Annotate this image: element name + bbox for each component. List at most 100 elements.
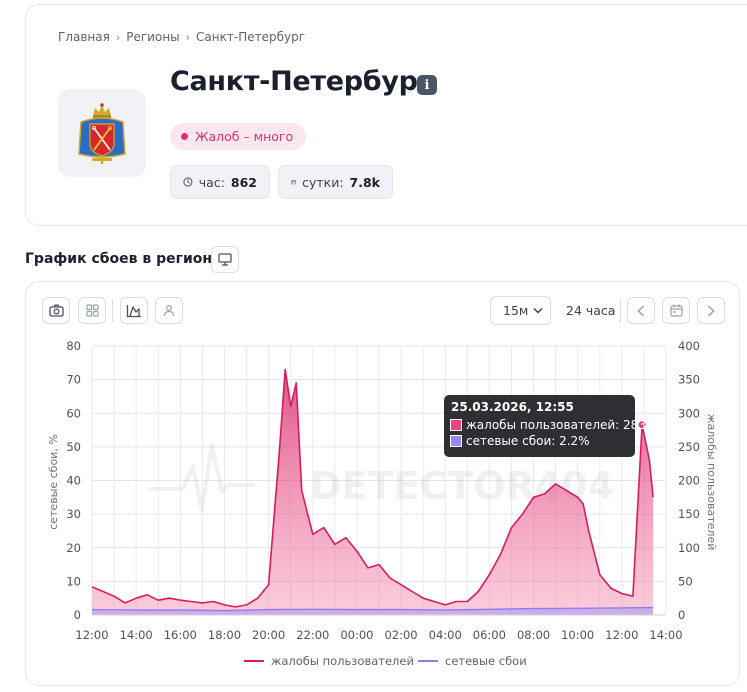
screenshot-button[interactable] bbox=[42, 297, 70, 324]
x-tick: 12:00 bbox=[605, 628, 638, 642]
x-tick: 10:00 bbox=[561, 628, 594, 642]
y-right-tick: 400 bbox=[678, 339, 700, 353]
y-right-label: жалобы пользователей bbox=[705, 414, 718, 551]
user-button[interactable] bbox=[155, 297, 183, 324]
status-dot bbox=[181, 133, 188, 140]
chart-axes: 0 0 10 50 20 100 30 150 40 200 50 250 60 300 70 350 80 40… bbox=[66, 339, 700, 642]
legend-outages-label: сетевые сбои bbox=[445, 654, 527, 668]
stat-day-label: сутки: bbox=[302, 174, 344, 190]
legend-line bbox=[244, 660, 264, 662]
toolbar-divider bbox=[112, 299, 113, 322]
area-chart-button[interactable] bbox=[120, 297, 148, 324]
calendar-icon bbox=[669, 304, 683, 317]
x-tick: 22:00 bbox=[296, 628, 329, 642]
breadcrumb-home[interactable]: Главная bbox=[58, 30, 110, 44]
y-left-tick: 50 bbox=[66, 440, 81, 454]
stat-hour: час: 862 bbox=[170, 165, 270, 199]
tooltip-row-outages: сетевые сбои: 2.2% bbox=[450, 433, 629, 449]
region-emblem bbox=[58, 89, 146, 177]
complaints-area bbox=[92, 369, 654, 615]
x-tick: 20:00 bbox=[252, 628, 285, 642]
complaints-line bbox=[91, 368, 654, 608]
x-tick: 14:00 bbox=[120, 628, 153, 642]
tooltip-outages: сетевые сбои: 2.2% bbox=[466, 434, 590, 448]
next-period-button[interactable] bbox=[697, 297, 725, 324]
grid-button[interactable] bbox=[78, 297, 106, 324]
y-right-tick: 150 bbox=[678, 507, 700, 521]
camera-icon bbox=[48, 304, 64, 317]
calendar-icon bbox=[291, 179, 296, 185]
stat-day-value: 7.8k bbox=[349, 174, 380, 190]
breadcrumb-separator: › bbox=[185, 30, 191, 44]
monitor-icon bbox=[218, 253, 232, 266]
chart-series bbox=[91, 368, 654, 615]
y-left-tick: 70 bbox=[66, 373, 81, 387]
chevron-left-icon bbox=[637, 304, 645, 317]
y-right-tick: 100 bbox=[678, 541, 700, 555]
x-tick: 02:00 bbox=[384, 628, 417, 642]
tooltip-swatch bbox=[450, 419, 462, 431]
hover-marker bbox=[637, 420, 647, 430]
x-tick: 06:00 bbox=[473, 628, 506, 642]
tooltip-complaints: жалобы пользователей: 283 bbox=[466, 418, 646, 432]
interval-select[interactable]: 15м bbox=[490, 296, 551, 325]
page-title: Санкт-Петербург bbox=[170, 66, 432, 97]
info-icon[interactable]: i bbox=[417, 75, 437, 95]
area-chart-icon bbox=[126, 304, 141, 317]
y-right-tick: 250 bbox=[678, 440, 700, 454]
y-left-tick: 80 bbox=[66, 339, 81, 353]
user-icon bbox=[163, 304, 175, 317]
chart-tooltip: 25.03.2026, 12:55 жалобы пользователей: … bbox=[444, 395, 646, 457]
chevron-right-icon bbox=[707, 304, 715, 317]
y-right-tick: 200 bbox=[678, 474, 700, 488]
x-tick: 12:00 bbox=[75, 628, 108, 642]
x-tick: 18:00 bbox=[208, 628, 241, 642]
monitor-button[interactable] bbox=[211, 246, 239, 273]
y-left-tick: 20 bbox=[66, 541, 81, 555]
y-left-label: сетевые сбои, % bbox=[47, 434, 60, 530]
y-left-tick: 0 bbox=[74, 608, 81, 622]
coat-of-arms-icon bbox=[78, 103, 126, 164]
chevron-down-icon bbox=[533, 307, 543, 314]
status-label: Жалоб – много bbox=[195, 129, 294, 144]
x-tick: 16:00 bbox=[164, 628, 197, 642]
y-right-tick: 350 bbox=[678, 373, 700, 387]
range-label: 24 часа bbox=[566, 303, 616, 318]
legend-complaints-label: жалобы пользователей bbox=[271, 654, 414, 668]
prev-period-button[interactable] bbox=[627, 297, 655, 324]
chart-card bbox=[25, 281, 740, 686]
breadcrumb-separator: › bbox=[115, 30, 121, 44]
breadcrumb-regions[interactable]: Регионы bbox=[126, 30, 180, 44]
legend-outages[interactable]: сетевые сбои bbox=[418, 654, 527, 668]
pulse-icon bbox=[148, 443, 255, 512]
toolbar-divider bbox=[620, 299, 621, 322]
y-left-tick: 60 bbox=[66, 406, 81, 420]
grid-icon bbox=[85, 304, 99, 317]
y-right-tick: 50 bbox=[678, 574, 693, 588]
tooltip-row-complaints: жалобы пользователей: 283 bbox=[450, 417, 646, 433]
calendar-button[interactable] bbox=[662, 297, 690, 324]
breadcrumb-current: Санкт-Петербург bbox=[196, 30, 306, 44]
status-badge: Жалоб – много bbox=[170, 123, 307, 150]
y-right-tick: 0 bbox=[678, 608, 685, 622]
stat-day: сутки: 7.8k bbox=[278, 165, 393, 199]
stat-hour-label: час: bbox=[198, 174, 225, 190]
tooltip-swatch bbox=[450, 435, 462, 447]
legend-line bbox=[418, 660, 438, 662]
clock-icon bbox=[183, 177, 193, 187]
x-tick: 14:00 bbox=[649, 628, 682, 642]
y-left-tick: 10 bbox=[66, 574, 81, 588]
tooltip-title: 25.03.2026, 12:55 bbox=[451, 400, 574, 414]
stat-hour-value: 862 bbox=[230, 174, 257, 190]
y-right-tick: 300 bbox=[678, 406, 700, 420]
x-tick: 08:00 bbox=[517, 628, 550, 642]
section-title: График сбоев в регионе bbox=[25, 251, 222, 267]
interval-value: 15м bbox=[503, 303, 529, 318]
y-left-tick: 30 bbox=[66, 507, 81, 521]
breadcrumb: Главная › Регионы › Санкт-Петербург bbox=[58, 30, 305, 44]
legend-complaints[interactable]: жалобы пользователей bbox=[244, 654, 414, 668]
y-left-tick: 40 bbox=[66, 474, 81, 488]
outages-line bbox=[91, 606, 654, 612]
x-tick: 04:00 bbox=[429, 628, 462, 642]
